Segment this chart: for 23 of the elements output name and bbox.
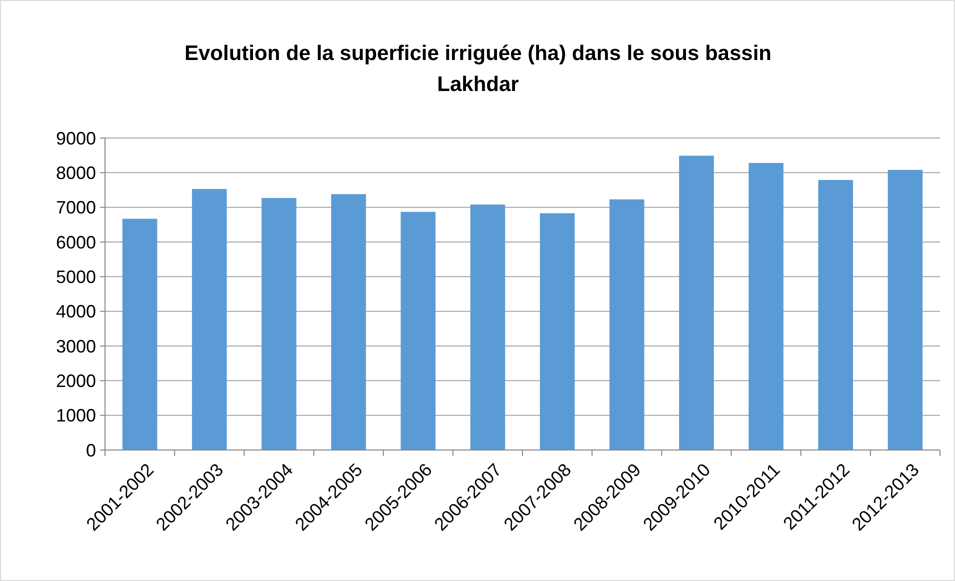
y-tick-label: 8000 [56,162,96,183]
bar [470,204,506,450]
y-tick-label: 7000 [56,198,96,218]
y-tick-label: 6000 [56,232,96,252]
bar [818,180,854,450]
bar [748,162,784,450]
y-tick-label: 5000 [56,266,96,287]
bar [400,212,436,450]
bar [888,170,923,450]
y-tick-label: 0 [86,440,96,460]
y-tick-label: 1000 [56,406,96,426]
y-tick-label: 3000 [56,336,96,356]
bar [331,194,366,450]
bar [540,213,575,450]
bar [122,218,158,450]
y-tick-label: 4000 [56,302,96,322]
chart-title: Evolution de la superficie irriguée (ha) dans le sous bassin Lakhdar [184,42,772,96]
y-tick-label: 9000 [56,128,96,148]
bar [679,156,714,450]
bar [192,188,227,450]
bar [609,199,644,450]
y-tick-label: 2000 [56,370,96,391]
bar [262,198,296,450]
